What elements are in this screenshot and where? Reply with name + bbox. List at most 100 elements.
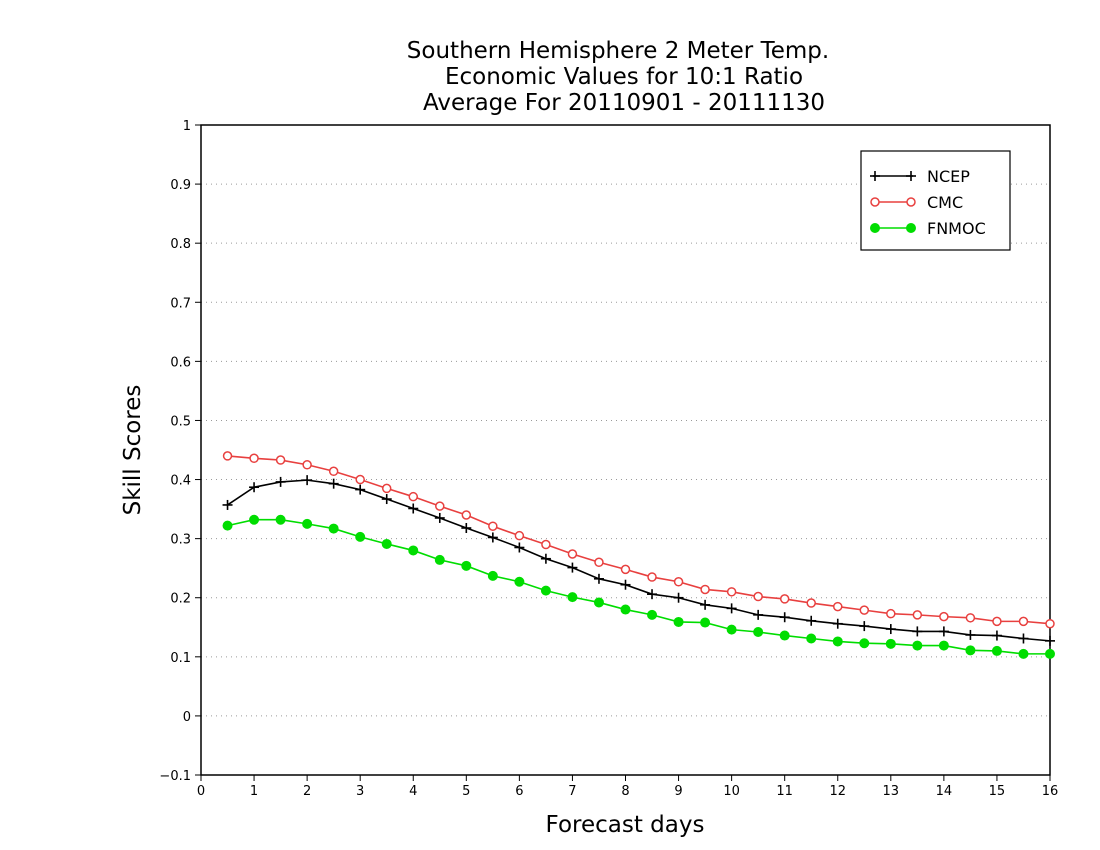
- data-point-plus-marker: [461, 523, 472, 533]
- data-point-filled-circle: [249, 514, 260, 525]
- data-point-plus-marker: [832, 618, 843, 629]
- data-point-open-circle: [408, 491, 418, 502]
- data-point-filled-circle: [1045, 648, 1055, 659]
- data-point-filled-circle: [408, 545, 419, 556]
- y-tick-label: 0.2: [170, 592, 191, 607]
- data-point-plus-marker: [434, 512, 445, 523]
- x-tick-label: 13: [883, 784, 900, 799]
- data-point-filled-circle: [567, 592, 578, 603]
- data-point-filled-circle: [673, 616, 684, 627]
- x-tick-label: 8: [621, 784, 629, 799]
- x-axis-title: Forecast days: [546, 812, 705, 838]
- chart-title-line-1: Southern Hemisphere 2 Meter Temp.: [407, 38, 829, 64]
- data-point-filled-circle: [912, 640, 923, 651]
- x-tick-label: 11: [776, 784, 793, 799]
- data-point-filled-circle: [620, 604, 631, 615]
- data-point-open-circle: [461, 510, 472, 520]
- data-point-filled-circle: [381, 538, 392, 549]
- y-tick-label: 0.8: [170, 237, 191, 252]
- data-point-plus-marker: [753, 609, 764, 620]
- data-point-plus-marker: [885, 624, 896, 635]
- x-tick-label: 7: [568, 784, 576, 799]
- data-point-plus-marker: [726, 603, 737, 614]
- data-point-plus-marker: [806, 615, 817, 626]
- data-point-plus-marker: [328, 478, 339, 489]
- data-point-filled-circle: [461, 560, 472, 571]
- y-tick-label: −0.1: [159, 769, 191, 784]
- data-point-open-circle: [567, 549, 578, 559]
- legend-entry-cmc: CMC: [870, 193, 963, 212]
- y-tick-label: 0.1: [170, 651, 191, 666]
- grid-lines: [201, 183, 1050, 717]
- x-tick-label: 15: [989, 784, 1006, 799]
- data-point-open-circle: [381, 483, 392, 494]
- data-point-plus-marker: [249, 482, 260, 493]
- x-tick-label: 5: [462, 784, 470, 799]
- data-point-filled-circle: [870, 223, 880, 233]
- series-line-fnmoc: [227, 518, 1050, 655]
- data-point-plus-marker: [567, 562, 578, 573]
- data-point-open-circle: [488, 521, 498, 531]
- data-point-filled-circle: [700, 617, 711, 628]
- data-point-filled-circle: [938, 640, 949, 651]
- data-point-open-circle: [1045, 618, 1055, 629]
- data-point-open-circle: [222, 451, 233, 461]
- data-point-open-circle: [275, 455, 286, 465]
- data-point-filled-circle: [540, 585, 551, 596]
- legend-label: CMC: [927, 193, 963, 212]
- x-tick-label: 16: [1042, 784, 1059, 799]
- legend-label: NCEP: [927, 167, 970, 186]
- data-point-open-circle: [355, 474, 365, 485]
- y-tick-label: 0.6: [170, 355, 191, 370]
- data-point-filled-circle: [434, 554, 445, 565]
- data-point-open-circle: [886, 608, 896, 619]
- data-point-filled-circle: [965, 645, 976, 656]
- data-point-filled-circle: [487, 570, 498, 581]
- data-point-plus-marker: [700, 599, 711, 610]
- data-point-filled-circle: [859, 638, 870, 649]
- x-tick-label: 6: [515, 784, 523, 799]
- legend-entry-fnmoc: FNMOC: [870, 219, 986, 238]
- x-tick-label: 2: [303, 784, 311, 799]
- data-point-filled-circle: [222, 520, 233, 531]
- series-line-cmc: [227, 455, 1051, 625]
- data-point-filled-circle: [991, 645, 1002, 656]
- data-point-filled-circle: [832, 636, 843, 647]
- data-point-plus-marker: [302, 475, 313, 486]
- data-point-plus-marker: [540, 553, 551, 564]
- x-tick-label: 0: [197, 784, 205, 799]
- data-point-plus-marker: [487, 532, 498, 543]
- data-point-plus-marker: [514, 542, 525, 553]
- y-tick-label: 0.3: [170, 533, 191, 548]
- x-tick-label: 4: [409, 784, 417, 799]
- data-point-plus-marker: [991, 630, 1002, 641]
- data-point-filled-circle: [514, 576, 525, 587]
- data-point-open-circle: [906, 197, 916, 207]
- data-point-filled-circle: [753, 627, 764, 637]
- data-point-open-circle: [620, 564, 631, 575]
- data-point-open-circle: [992, 616, 1002, 627]
- x-tick-label: 3: [356, 784, 364, 799]
- data-point-open-circle: [435, 501, 445, 511]
- series-fnmoc: [222, 514, 1055, 659]
- data-point-open-circle: [328, 466, 339, 477]
- data-point-filled-circle: [328, 523, 339, 534]
- data-point-filled-circle: [806, 633, 817, 644]
- data-point-open-circle: [870, 197, 880, 207]
- data-point-open-circle: [833, 601, 843, 612]
- data-point-open-circle: [514, 530, 525, 541]
- series-ncep: [222, 475, 1055, 646]
- series-line-ncep: [227, 479, 1051, 642]
- data-point-plus-marker: [381, 494, 392, 505]
- data-point-plus-marker: [673, 592, 684, 603]
- data-point-plus-marker: [620, 579, 631, 590]
- data-point-plus-marker: [779, 612, 790, 623]
- data-point-plus-marker: [906, 171, 916, 181]
- chart-title-line-3: Average For 20110901 - 20111130: [423, 90, 825, 116]
- data-point-open-circle: [673, 577, 684, 587]
- data-point-open-circle: [753, 591, 763, 602]
- data-point-plus-marker: [593, 573, 604, 584]
- data-point-plus-marker: [1045, 635, 1055, 646]
- legend-box: [860, 150, 1011, 251]
